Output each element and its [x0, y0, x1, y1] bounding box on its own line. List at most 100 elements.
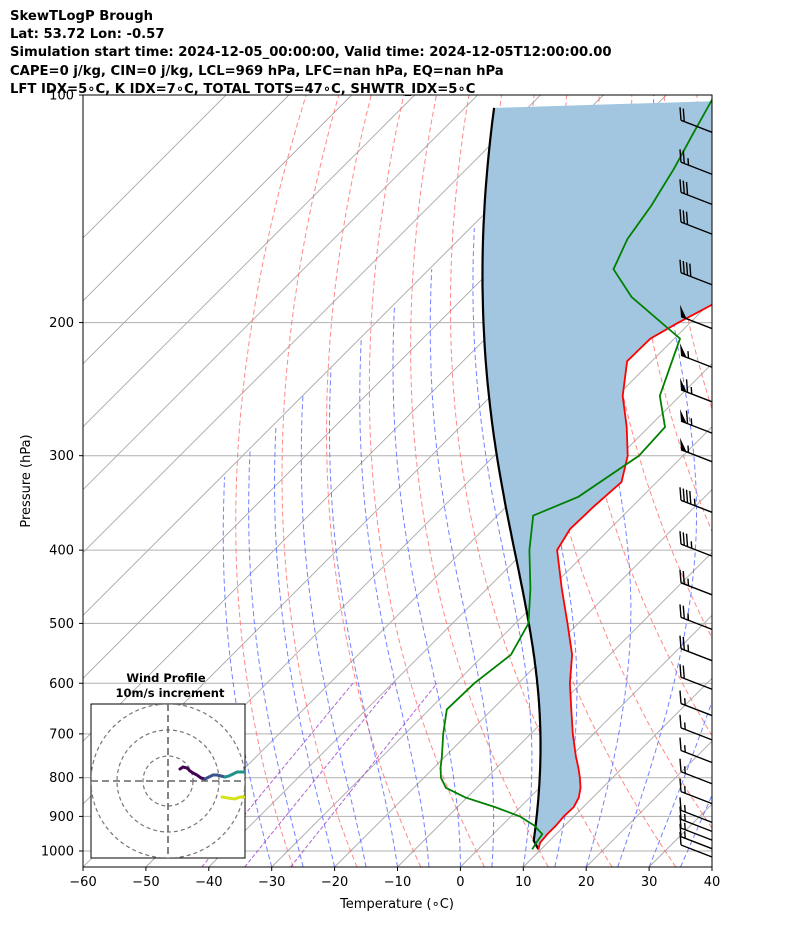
wind-barb: [680, 409, 713, 434]
y-tick-label: 700: [49, 727, 74, 742]
isotherm: [83, 95, 227, 239]
wind-barb: [679, 259, 713, 286]
wind-barb: [679, 149, 713, 175]
isotherm: [711, 866, 712, 867]
wind-barb: [680, 343, 713, 368]
x-tick-label: −50: [132, 875, 159, 890]
wind-barb: [680, 304, 713, 330]
wind-barb: [679, 487, 713, 513]
wind-barb: [679, 569, 713, 596]
x-tick-label: 20: [578, 875, 595, 890]
wind-barb: [679, 664, 713, 690]
location-line: Lat: 53.72 Lon: -0.57: [10, 27, 165, 43]
y-axis-label: Pressure (hPa): [19, 434, 34, 527]
y-tick-label: 1000: [41, 844, 74, 859]
x-axis-ticks: −60 −50 −40 −30 −20 −10 0 10 20 30 40: [69, 867, 720, 890]
moist-adiabat: [359, 338, 430, 867]
moist-adiabat: [392, 305, 461, 867]
cin-shading: [482, 101, 712, 850]
wind-barb: [679, 758, 713, 785]
hodograph-trace: [223, 770, 245, 779]
x-axis-label: Temperature (∘C): [339, 897, 454, 912]
moist-adiabat: [248, 450, 304, 867]
x-tick-label: −40: [195, 875, 222, 890]
hodograph-title: Wind Profile: [126, 671, 206, 685]
mixing-ratio-line: [290, 682, 438, 867]
hodograph-trace: [220, 795, 245, 801]
dry-adiabat: [730, 95, 794, 867]
indices-line: LFT IDX=5∘C, K IDX=7∘C, TOTAL TOTS=47∘C,…: [10, 81, 476, 97]
wind-barb: [679, 107, 713, 133]
y-tick-label: 100: [49, 89, 74, 104]
hodograph-subtitle: 10m/s increment: [116, 686, 225, 700]
moist-adiabat: [274, 427, 336, 867]
isotherm: [83, 95, 478, 491]
moist-adiabat: [617, 95, 697, 867]
isotherm: [83, 95, 416, 428]
x-tick-label: −60: [69, 875, 96, 890]
mixing-ratio-line: [244, 682, 394, 867]
x-tick-label: 0: [456, 875, 464, 890]
wind-barb: [680, 377, 713, 403]
parcel-profile-line: [481, 107, 542, 850]
isotherm: [397, 551, 712, 867]
moist-adiabat: [648, 700, 712, 867]
isotherm: [775, 95, 794, 867]
wind-barb: [679, 604, 713, 631]
dry-adiabat: [449, 95, 613, 867]
isotherm: [334, 488, 712, 867]
dry-adiabat: [410, 95, 549, 867]
dry-adiabat: [368, 95, 485, 867]
x-tick-label: 30: [641, 875, 658, 890]
wind-barb: [679, 690, 713, 717]
isotherm: [83, 95, 541, 554]
chart-title: SkewTLogP Brough: [10, 9, 154, 24]
temperature-line: [537, 303, 712, 850]
isotherm: [460, 614, 712, 867]
chart-header: SkewTLogP Brough Lat: 53.72 Lon: -0.57 S…: [10, 8, 780, 99]
y-tick-label: 200: [49, 316, 74, 331]
wind-barb: [679, 531, 713, 557]
wind-barb: [679, 737, 713, 764]
y-tick-label: 600: [49, 677, 74, 692]
isotherm: [522, 677, 712, 867]
dry-adiabat: [281, 95, 358, 867]
wind-barb: [679, 179, 713, 206]
moist-adiabat: [429, 269, 495, 867]
dry-adiabat: [235, 95, 307, 867]
x-tick-label: −30: [258, 875, 285, 890]
y-tick-label: 900: [49, 810, 74, 825]
moist-adiabat: [300, 395, 367, 867]
wind-barbs: [679, 107, 713, 858]
wind-barb: [679, 714, 713, 741]
y-tick-label: 500: [49, 617, 74, 632]
x-tick-label: 10: [515, 875, 532, 890]
wind-barb: [679, 778, 713, 805]
y-tick-label: 300: [49, 449, 74, 464]
isotherm: [83, 95, 604, 617]
dry-adiabat: [762, 95, 794, 867]
time-line: Simulation start time: 2024-12-05_00:00:…: [10, 45, 612, 61]
dewpoint-line: [439, 97, 712, 850]
profile-lines: [439, 97, 712, 850]
cape-fill: [482, 101, 712, 850]
hodograph-inset: Wind Profile 10m/s increment: [90, 671, 246, 859]
y-axis-ticks: 100 200 300 400 500 600 700 800 900 1000: [41, 89, 83, 859]
moist-adiabat: [680, 793, 712, 867]
y-tick-label: 400: [49, 544, 74, 559]
wind-barb: [679, 635, 713, 662]
dry-adiabat: [663, 95, 712, 411]
wind-barb: [680, 437, 713, 463]
x-tick-label: −10: [384, 875, 411, 890]
isotherm: [83, 95, 290, 302]
x-tick-label: 40: [704, 875, 721, 890]
dry-adiabat: [325, 95, 422, 867]
wind-barb: [679, 209, 713, 235]
hodograph-trace: [203, 773, 227, 781]
isotherm: [83, 95, 353, 365]
y-tick-label: 800: [49, 771, 74, 786]
wind-barb: [679, 797, 713, 824]
moist-adiabat: [472, 228, 533, 867]
dry-adiabat: [596, 95, 712, 639]
